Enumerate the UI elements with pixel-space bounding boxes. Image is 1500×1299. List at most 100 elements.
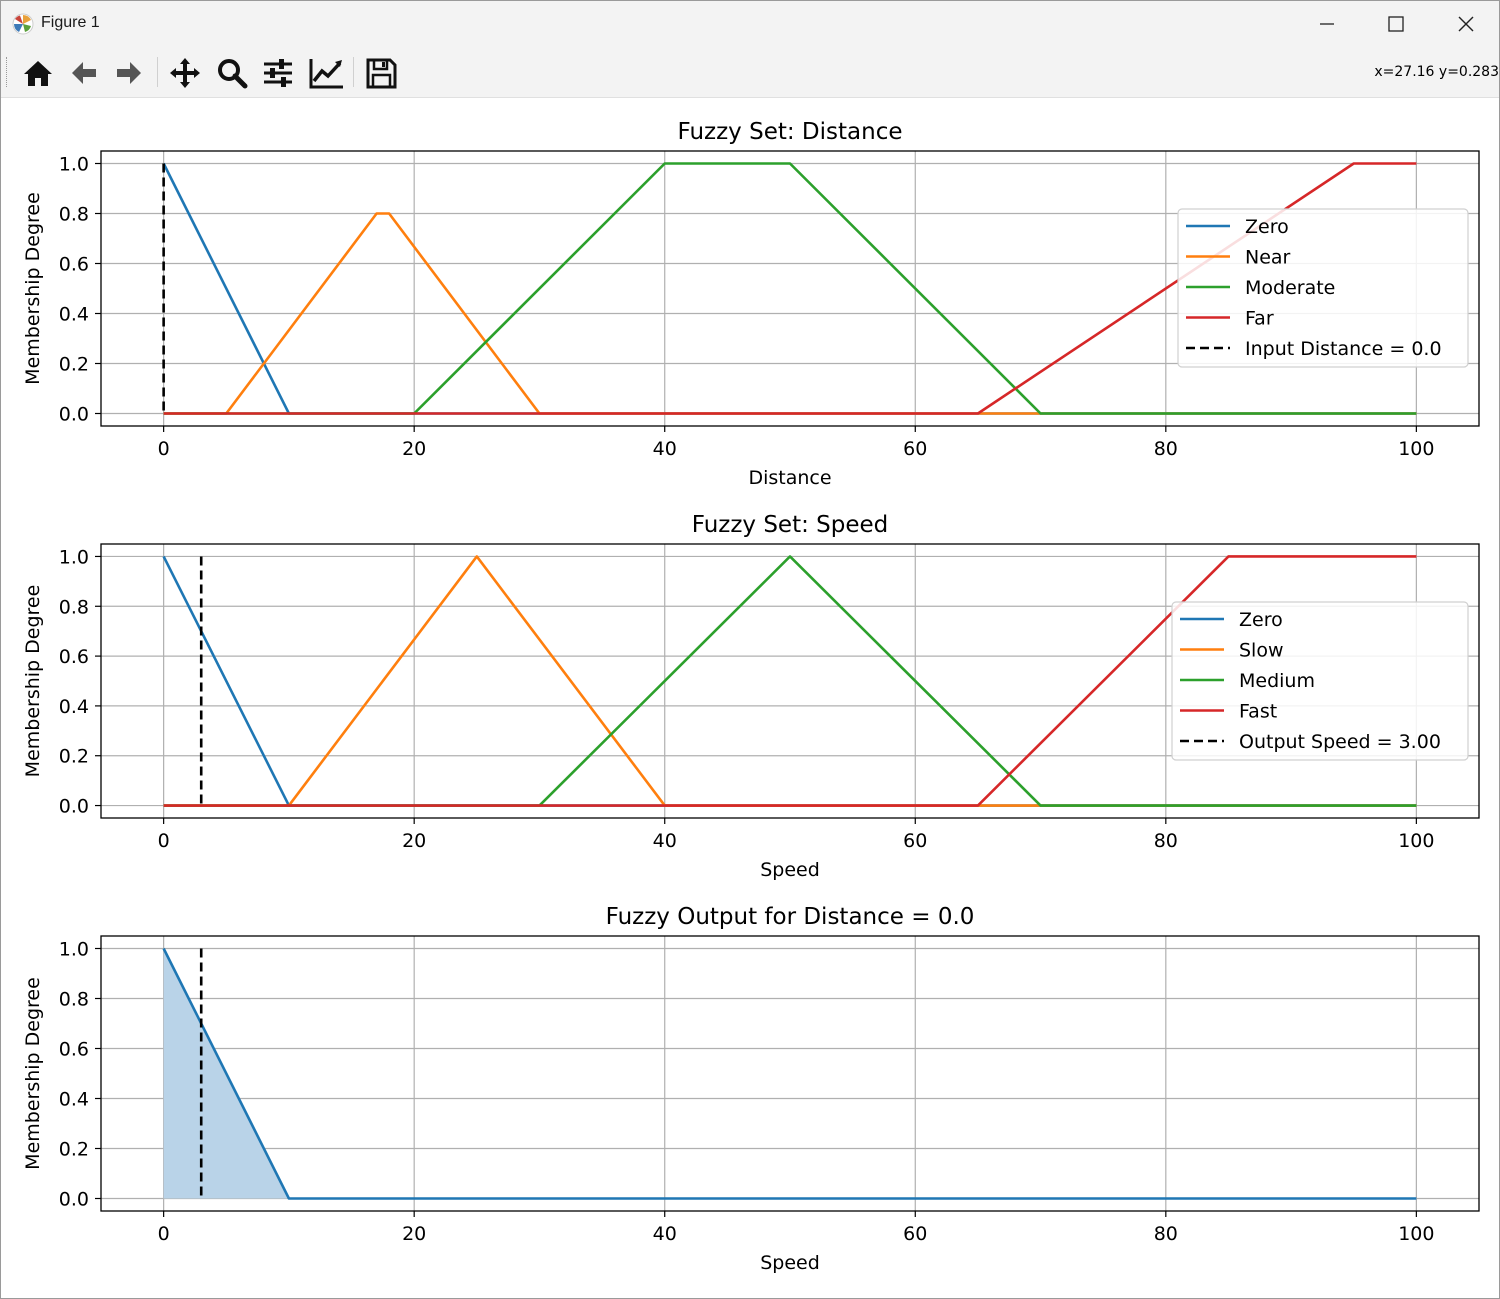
subplot-2: 0 20 40 60 80 100 0.0 0.2 0.4 0.6 0.8 1.0 Fuzzy Set:…: [22, 512, 1480, 881]
y-tick-label: 0.0: [59, 796, 89, 818]
series-line-fast: [163, 555, 1417, 807]
x-tick-label: 80: [1154, 438, 1178, 460]
y-tick-label: 0.0: [59, 404, 89, 426]
figure-canvas[interactable]: 0 20 40 60 80 100 0.0 0.2 0.4 0.6 0.8 1.0 Fuzzy Set:…: [1, 97, 1499, 1298]
y-tick-label: 1.0: [59, 546, 89, 568]
output-fill-area: [163, 948, 1417, 1199]
x-tick-label: 100: [1398, 438, 1434, 460]
x-tick-label: 20: [402, 830, 426, 852]
maximize-button[interactable]: [1361, 1, 1431, 47]
x-axis-label: Speed: [760, 859, 820, 881]
minimize-button[interactable]: [1292, 1, 1362, 47]
legend: Zero Near Moderate Far Input Distance = 0.0: [1177, 208, 1469, 368]
legend-label: Moderate: [1245, 277, 1335, 299]
x-tick-label: 60: [903, 1223, 927, 1245]
close-icon: [1458, 16, 1474, 32]
x-tick-label: 0: [158, 830, 170, 852]
y-axis-label: Membership Degree: [22, 977, 44, 1170]
y-tick-label: 0.6: [59, 646, 89, 668]
zoom-icon: [218, 59, 248, 89]
legend-label: Medium: [1239, 670, 1315, 692]
y-tick-label: 0.4: [59, 696, 89, 718]
legend-label: Slow: [1239, 640, 1284, 662]
axes-frame: [100, 150, 1480, 427]
y-tick-label: 0.6: [59, 254, 89, 276]
toolbar-separator: [353, 57, 354, 87]
y-tick-label: 0.4: [59, 304, 89, 326]
series-line-far: [163, 162, 1417, 415]
legend-label: Output Speed = 3.00: [1239, 731, 1441, 753]
window-title: Figure 1: [41, 14, 100, 31]
close-button[interactable]: [1431, 1, 1499, 47]
title-bar: Figure 1: [1, 1, 1499, 47]
figure-svg[interactable]: 0 20 40 60 80 100 0.0 0.2 0.4 0.6 0.8 1.0 Fuzzy Set:…: [1, 97, 1499, 1298]
back-arrow-icon: [72, 62, 96, 84]
home-button[interactable]: [19, 55, 57, 91]
legend-label: Zero: [1239, 609, 1283, 631]
legend-label: Far: [1245, 308, 1274, 330]
x-tick-label: 60: [903, 830, 927, 852]
series-line-output: [162, 947, 1417, 1200]
y-axis-label: Membership Degree: [22, 585, 44, 778]
x-tick-label: 40: [653, 438, 677, 460]
matplotlib-logo-icon: [11, 12, 35, 36]
forward-button[interactable]: [110, 55, 148, 91]
y-tick-label: 0.0: [59, 1189, 89, 1211]
legend-box: [1171, 601, 1469, 761]
x-tick-label: 0: [158, 1223, 170, 1245]
pan-button[interactable]: [166, 55, 204, 91]
legend-label: Near: [1245, 247, 1291, 269]
configure-subplots-icon: [264, 59, 292, 87]
x-axis-label: Distance: [748, 467, 831, 489]
edit-axes-button[interactable]: [306, 55, 344, 91]
legend-label: Input Distance = 0.0: [1245, 338, 1442, 360]
legend-box: [1177, 208, 1469, 368]
forward-arrow-icon: [117, 62, 141, 84]
x-tick-label: 20: [402, 438, 426, 460]
maximize-icon: [1388, 16, 1404, 32]
legend-label: Zero: [1245, 216, 1289, 238]
y-tick-label: 0.2: [59, 1139, 89, 1161]
y-tick-label: 0.8: [59, 989, 89, 1011]
zoom-button[interactable]: [213, 55, 251, 91]
y-tick-label: 0.4: [59, 1089, 89, 1111]
subplot-1: 0 20 40 60 80 100 0.0 0.2 0.4 0.6 0.8 1.0 Fuzzy Set:…: [22, 119, 1480, 489]
y-tick-label: 1.0: [59, 154, 89, 176]
minimize-icon: [1320, 23, 1334, 25]
chart-title: Fuzzy Output for Distance = 0.0: [606, 904, 975, 930]
save-icon: [366, 58, 397, 89]
y-tick-label: 0.8: [59, 596, 89, 618]
legend: Zero Slow Medium Fast Output Speed = 3.00: [1171, 601, 1469, 761]
toolbar-grip[interactable]: [6, 57, 9, 87]
x-axis-label: Speed: [760, 1252, 820, 1274]
save-button[interactable]: [362, 55, 400, 91]
edit-axes-icon: [309, 59, 343, 89]
x-tick-label: 40: [653, 1223, 677, 1245]
subplot-3: 0 20 40 60 80 100 0.0 0.2 0.4 0.6 0.8 1.0 Fuzzy Outp…: [22, 904, 1480, 1274]
x-tick-label: 80: [1154, 830, 1178, 852]
x-tick-label: 100: [1398, 1223, 1434, 1245]
y-axis-label: Membership Degree: [22, 192, 44, 385]
axes-frame: [100, 935, 1480, 1212]
axes-frame: [100, 543, 1480, 819]
navigation-toolbar: x=27.16 y=0.283: [1, 47, 1499, 98]
back-button[interactable]: [65, 55, 103, 91]
pan-icon: [170, 58, 200, 88]
y-tick-label: 0.2: [59, 746, 89, 768]
x-tick-label: 40: [653, 830, 677, 852]
chart-title: Fuzzy Set: Distance: [677, 119, 902, 145]
toolbar-separator: [157, 57, 158, 87]
legend-label: Fast: [1239, 701, 1277, 723]
x-tick-label: 20: [402, 1223, 426, 1245]
home-icon: [24, 61, 52, 86]
x-tick-label: 0: [158, 438, 170, 460]
y-tick-label: 1.0: [59, 939, 89, 961]
y-tick-label: 0.8: [59, 204, 89, 226]
chart-title: Fuzzy Set: Speed: [692, 512, 889, 538]
cursor-coordinates: x=27.16 y=0.283: [1374, 64, 1499, 80]
x-tick-label: 80: [1154, 1223, 1178, 1245]
x-tick-label: 100: [1398, 830, 1434, 852]
configure-subplots-button[interactable]: [259, 55, 297, 91]
x-tick-label: 60: [903, 438, 927, 460]
